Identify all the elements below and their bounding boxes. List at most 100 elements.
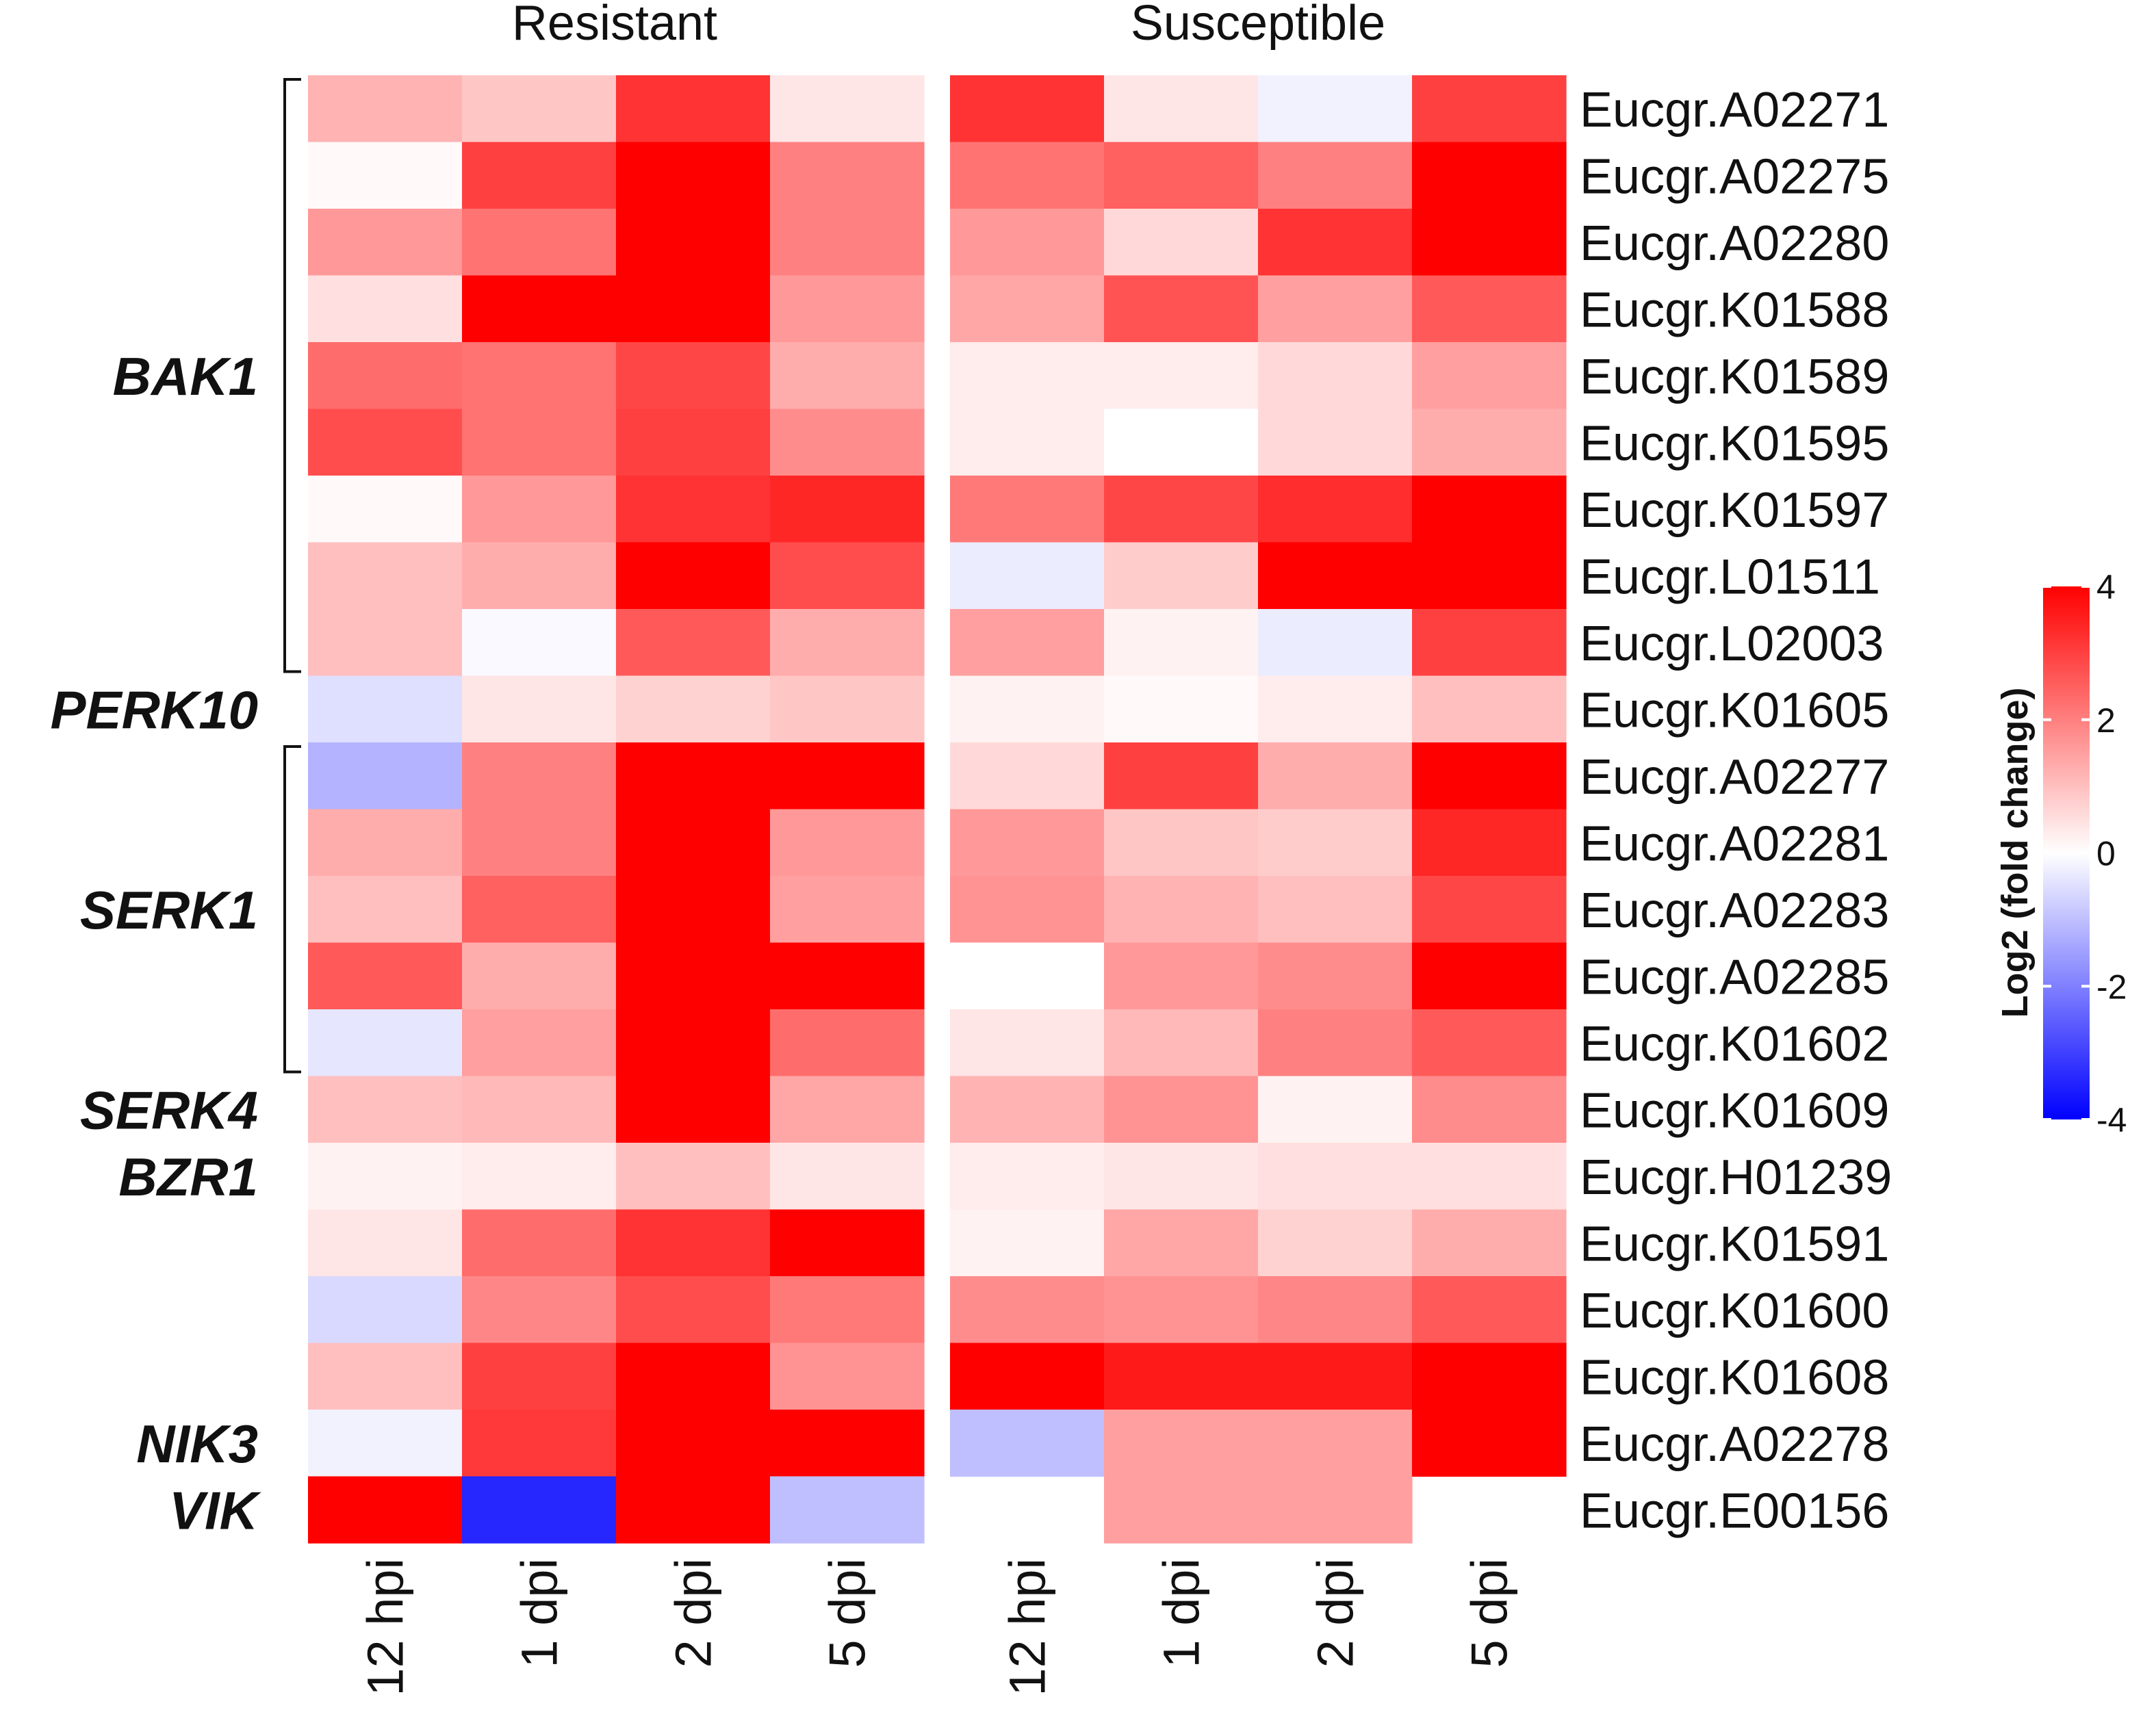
cell-resistant-r17-c0 xyxy=(308,1209,463,1277)
cell-susceptible-r5-c2 xyxy=(1258,409,1413,476)
cell-susceptible-r16-c3 xyxy=(1412,1143,1567,1210)
cell-resistant-r21-c3 xyxy=(770,1476,925,1544)
cell-resistant-r1-c0 xyxy=(308,142,463,209)
cell-resistant-r19-c3 xyxy=(770,1343,925,1410)
cell-susceptible-r14-c3 xyxy=(1412,1009,1567,1077)
cell-resistant-r11-c0 xyxy=(308,809,463,877)
panel-title-susceptible: Susceptible xyxy=(1131,0,1385,51)
cell-resistant-r4-c1 xyxy=(462,342,617,410)
cell-susceptible-r11-c0 xyxy=(950,809,1105,877)
cell-susceptible-r18-c0 xyxy=(950,1276,1105,1344)
group-label-vik: VIK xyxy=(169,1480,262,1540)
cell-susceptible-r16-c2 xyxy=(1258,1143,1413,1210)
cell-susceptible-r21-c1 xyxy=(1104,1476,1259,1544)
column-label-susceptible: 12 hpi xyxy=(999,1558,1056,1696)
cell-resistant-r6-c1 xyxy=(462,476,617,543)
cell-susceptible-r3-c2 xyxy=(1258,275,1413,343)
cell-susceptible-r17-c2 xyxy=(1258,1209,1413,1277)
cell-resistant-r21-c1 xyxy=(462,1476,617,1544)
cell-resistant-r7-c0 xyxy=(308,542,463,610)
cell-susceptible-r0-c1 xyxy=(1104,75,1259,143)
cell-resistant-r12-c3 xyxy=(770,876,925,944)
cell-resistant-r1-c2 xyxy=(616,142,771,209)
gene-label: Eucgr.K01609 xyxy=(1580,1083,1889,1138)
cell-susceptible-r19-c3 xyxy=(1412,1343,1567,1410)
cell-resistant-r14-c0 xyxy=(308,1009,463,1077)
cell-resistant-r15-c1 xyxy=(462,1076,617,1143)
cell-susceptible-r4-c2 xyxy=(1258,342,1413,410)
cell-susceptible-r9-c0 xyxy=(950,675,1105,743)
cell-susceptible-r1-c2 xyxy=(1258,142,1413,209)
cell-susceptible-r20-c3 xyxy=(1412,1410,1567,1477)
cell-susceptible-r10-c0 xyxy=(950,742,1105,810)
cell-resistant-r5-c2 xyxy=(616,409,771,476)
group-label-perk10: PERK10 xyxy=(51,679,258,740)
cell-susceptible-r4-c3 xyxy=(1412,342,1567,410)
cell-susceptible-r10-c3 xyxy=(1412,742,1567,810)
cell-resistant-r17-c2 xyxy=(616,1209,771,1277)
cell-resistant-r8-c2 xyxy=(616,609,771,677)
cell-susceptible-r9-c2 xyxy=(1258,675,1413,743)
gene-label: Eucgr.A02275 xyxy=(1580,149,1889,204)
cell-resistant-r9-c2 xyxy=(616,675,771,743)
cell-resistant-r5-c1 xyxy=(462,409,617,476)
gene-label: Eucgr.L02003 xyxy=(1580,617,1884,671)
cell-susceptible-r8-c2 xyxy=(1258,609,1413,677)
gene-label: Eucgr.A02281 xyxy=(1580,816,1889,871)
cell-resistant-r0-c0 xyxy=(308,75,463,143)
cell-resistant-r15-c2 xyxy=(616,1076,771,1143)
gene-label: Eucgr.K01605 xyxy=(1580,683,1889,738)
cell-susceptible-r13-c2 xyxy=(1258,942,1413,1010)
cell-susceptible-r19-c2 xyxy=(1258,1343,1413,1410)
cell-resistant-r7-c2 xyxy=(616,542,771,610)
cell-resistant-r13-c1 xyxy=(462,942,617,1010)
colorbar-title: Log2 (fold change) xyxy=(1994,688,2036,1018)
cell-susceptible-r10-c1 xyxy=(1104,742,1259,810)
gene-label: Eucgr.K01597 xyxy=(1580,483,1889,538)
cell-resistant-r12-c1 xyxy=(462,876,617,944)
cell-resistant-r8-c3 xyxy=(770,609,925,677)
colorbar-tick-label: 0 xyxy=(2096,835,2116,873)
cell-susceptible-r15-c2 xyxy=(1258,1076,1413,1143)
colorbar: Log2 (fold change) 4 2 0 -2 -4 xyxy=(1994,568,2127,1139)
cell-resistant-r9-c3 xyxy=(770,675,925,743)
cell-susceptible-r17-c1 xyxy=(1104,1209,1259,1277)
cell-susceptible-r5-c1 xyxy=(1104,409,1259,476)
cell-resistant-r14-c3 xyxy=(770,1009,925,1077)
cell-resistant-r19-c2 xyxy=(616,1343,771,1410)
gene-label: Eucgr.A02277 xyxy=(1580,750,1889,805)
gene-label: Eucgr.E00156 xyxy=(1580,1484,1889,1538)
cell-resistant-r4-c0 xyxy=(308,342,463,410)
cell-susceptible-r6-c1 xyxy=(1104,476,1259,543)
heatmap-cells xyxy=(308,75,1567,1544)
cell-resistant-r18-c0 xyxy=(308,1276,463,1344)
cell-susceptible-r7-c2 xyxy=(1258,542,1413,610)
cell-susceptible-r1-c1 xyxy=(1104,142,1259,209)
cell-susceptible-r19-c1 xyxy=(1104,1343,1259,1410)
cell-resistant-r20-c3 xyxy=(770,1410,925,1477)
cell-susceptible-r18-c1 xyxy=(1104,1276,1259,1344)
gene-label: Eucgr.A02280 xyxy=(1580,216,1889,271)
cell-resistant-r1-c1 xyxy=(462,142,617,209)
cell-susceptible-r1-c3 xyxy=(1412,142,1567,209)
cell-resistant-r18-c2 xyxy=(616,1276,771,1344)
cell-resistant-r11-c3 xyxy=(770,809,925,877)
cell-resistant-r2-c1 xyxy=(462,209,617,276)
cell-susceptible-r2-c3 xyxy=(1412,209,1567,276)
cell-susceptible-r5-c0 xyxy=(950,409,1105,476)
cell-susceptible-r20-c2 xyxy=(1258,1410,1413,1477)
gene-label: Eucgr.K01595 xyxy=(1580,416,1889,471)
cell-resistant-r4-c3 xyxy=(770,342,925,410)
cell-resistant-r6-c0 xyxy=(308,476,463,543)
cell-susceptible-r13-c3 xyxy=(1412,942,1567,1010)
cell-susceptible-r15-c0 xyxy=(950,1076,1105,1143)
cell-susceptible-r10-c2 xyxy=(1258,742,1413,810)
cell-resistant-r9-c0 xyxy=(308,675,463,743)
gene-label: Eucgr.H01239 xyxy=(1580,1150,1892,1205)
cell-resistant-r2-c2 xyxy=(616,209,771,276)
gene-label: Eucgr.A02285 xyxy=(1580,950,1889,1005)
cell-susceptible-r15-c1 xyxy=(1104,1076,1259,1143)
cell-susceptible-r20-c1 xyxy=(1104,1410,1259,1477)
gene-label: Eucgr.A02278 xyxy=(1580,1417,1889,1472)
cell-resistant-r7-c1 xyxy=(462,542,617,610)
